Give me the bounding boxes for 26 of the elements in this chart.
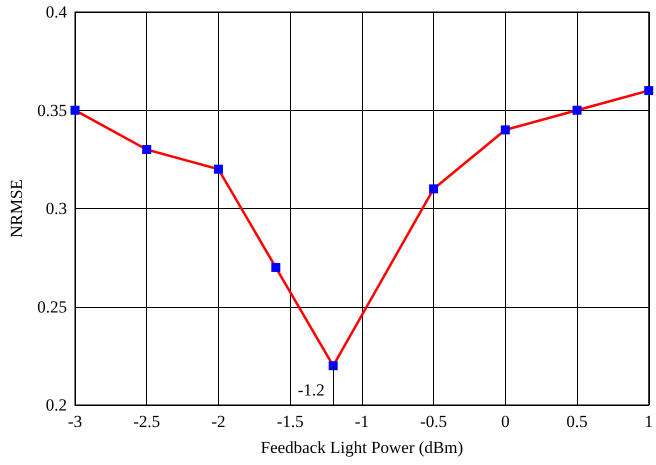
x-tick-label: -3 [68,412,82,431]
point [500,125,510,134]
point [271,262,280,272]
x-tick-label: -0.5 [420,412,448,431]
y-tick-label: 0.2 [46,396,67,414]
x-tick-label: 0 [501,412,510,431]
point [644,86,654,96]
x-tick-label: 1 [644,412,653,431]
y-tick-label: 0.25 [37,297,67,316]
point [328,361,338,370]
y-tick-label: 0.4 [46,2,68,22]
x-tick-label: -2.5 [133,412,160,431]
annotation: -1.2 [298,380,325,400]
x-tick-label: -2 [211,412,226,431]
point [572,106,582,115]
point [429,184,438,194]
x-tick-label: -1 [354,412,369,431]
y-tick-label: 0.35 [37,100,67,120]
point [142,145,152,154]
x-axis-title: Feedback Light Power (dBm) [260,438,464,457]
point [70,106,80,115]
x-tick-label: 0.5 [566,412,588,431]
x-tick-label: -1.5 [276,412,304,431]
point [214,164,223,174]
y-tick-label: 0.3 [46,199,67,218]
y-axis-title: NRMSE [7,179,26,238]
